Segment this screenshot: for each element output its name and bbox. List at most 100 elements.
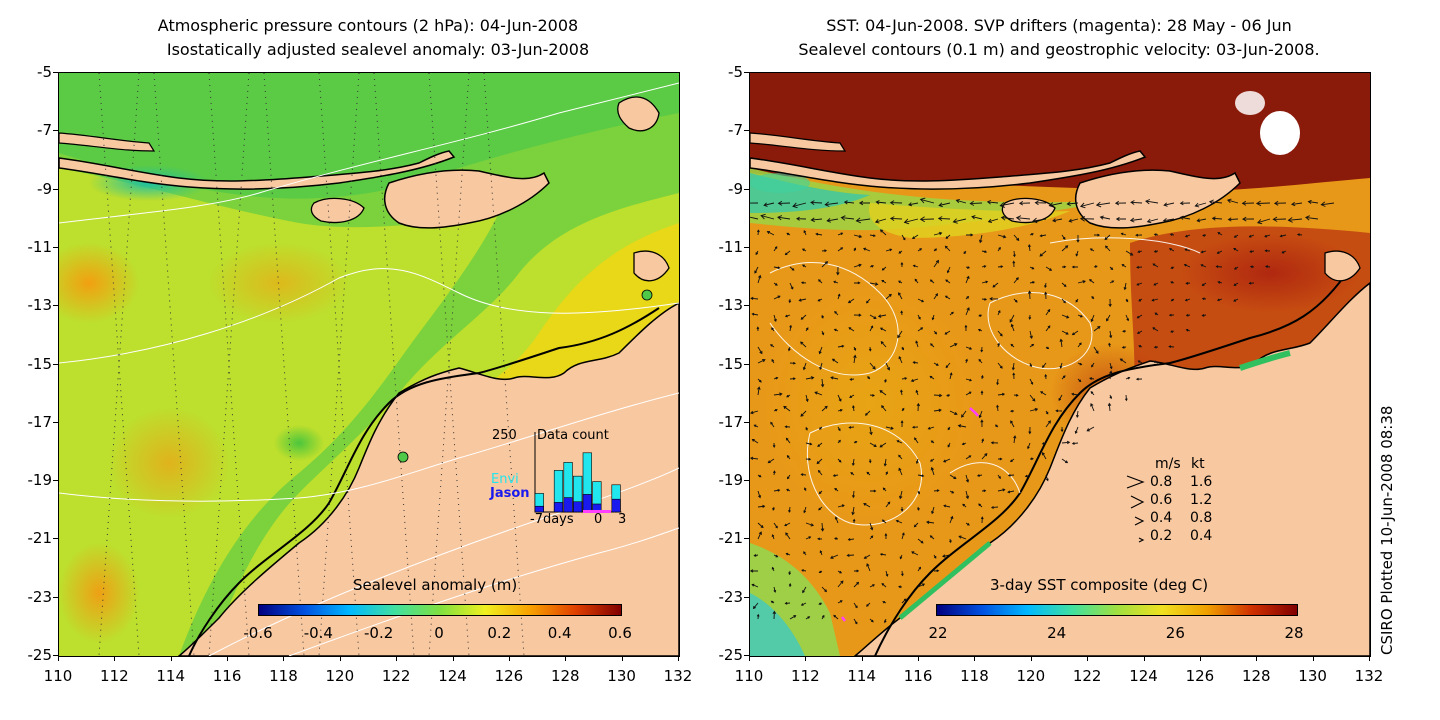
velocity-arrow [863, 502, 871, 508]
left-title-line2: Isostatically adjusted sealevel anomaly:… [166, 40, 590, 59]
velocity-arrow [826, 218, 839, 223]
left-lon-tick-label: 124 [438, 667, 467, 685]
velocity-arrow [866, 298, 871, 304]
velocity-arrow [1059, 362, 1063, 369]
nusa-tenggara-islands [59, 150, 456, 190]
velocity-arrow [1012, 260, 1016, 268]
velocity-arrow [1039, 250, 1047, 257]
sst-colorbar-tick: 22 [928, 624, 948, 642]
velocity-arrow [989, 297, 999, 301]
velocity-arrow [882, 487, 887, 492]
velocity-arrow [751, 312, 759, 316]
velocity-arrow [949, 490, 955, 494]
velocity-arrow [853, 313, 862, 317]
sumba-island [310, 197, 365, 224]
velocity-arrow [866, 563, 871, 572]
velocity-arrow [837, 458, 842, 463]
velocity-arrow [1169, 233, 1175, 236]
velocity-arrow [789, 615, 797, 620]
velocity-arrow [805, 327, 809, 332]
velocity-arrow [958, 535, 967, 540]
velocity-arrow [1032, 217, 1047, 224]
velocity-arrow [773, 295, 781, 300]
velocity-arrow [853, 602, 858, 609]
sst-cooler-offshore [760, 283, 980, 523]
left-lat-tick-label: -21 [27, 529, 53, 548]
velocity-arrow [965, 522, 970, 526]
velocity-row-2-kt: 1.2 [1190, 492, 1213, 508]
velocity-arrow [1028, 314, 1032, 320]
right-lat-tick-label: -23 [718, 587, 744, 606]
pressure-contour-3 [59, 82, 679, 224]
velocity-arrow [843, 200, 855, 205]
velocity-arrow [803, 229, 807, 236]
velocity-arrow [805, 522, 815, 527]
velocity-arrow [772, 610, 777, 620]
velocity-arrow [889, 216, 903, 221]
right-lon-tick-mark [1199, 656, 1201, 661]
coastal-fringe-2 [898, 541, 992, 620]
velocity-arrow [1029, 378, 1034, 385]
velocity-arrow [965, 358, 968, 364]
left-lon-tick-label: 128 [550, 667, 580, 685]
velocity-arrow [1061, 375, 1066, 380]
velocity-arrow [803, 487, 807, 492]
right-lon-tick-label: 126 [1185, 667, 1215, 685]
velocity-arrow [852, 405, 855, 412]
right-lat-tick-mark [744, 305, 749, 307]
velocity-arrow [834, 487, 839, 492]
velocity-arrow [1108, 342, 1111, 348]
inset-x-left: -7days [530, 512, 574, 527]
velocity-arrow [930, 440, 935, 444]
velocity-arrow [1029, 407, 1039, 412]
velocity-arrow [1109, 330, 1113, 339]
velocity-arrow [817, 442, 823, 447]
velocity-arrow [1233, 266, 1239, 270]
sumba-island [1001, 197, 1056, 224]
velocity-arrow [976, 474, 983, 477]
velocity-arrow [772, 506, 775, 511]
velocity-arrow [773, 554, 779, 558]
sealevel-colorbar-tick: -0.2 [364, 624, 394, 642]
cloud-patch-2 [1235, 91, 1265, 115]
velocity-arrow [767, 458, 775, 464]
velocity-arrow [885, 293, 892, 300]
velocity-arrow [785, 532, 791, 540]
velocity-arrow [1135, 377, 1143, 381]
velocity-arrow [997, 342, 1000, 348]
velocity-row-3-kt: 0.8 [1190, 510, 1213, 526]
velocity-arrow [803, 506, 807, 514]
velocity-arrow [769, 344, 775, 348]
velocity-arrow [820, 522, 825, 532]
velocity-arrow [773, 282, 778, 286]
velocity-arrow [773, 408, 778, 412]
velocity-arrow [965, 474, 970, 483]
velocity-arrow [1162, 217, 1175, 223]
velocity-arrow [750, 296, 759, 301]
velocity-arrow [1170, 281, 1175, 284]
velocity-arrow [1122, 329, 1127, 333]
right-lat-tick-mark [744, 480, 749, 482]
velocity-arrow [1013, 393, 1019, 397]
inset-count-max: 250 [492, 428, 517, 443]
velocity-arrow [969, 200, 983, 206]
sst-southwest-colder [750, 593, 805, 656]
velocity-arrow [1071, 392, 1079, 396]
velocity-arrow [1061, 314, 1070, 319]
velocity-arrow [1194, 202, 1207, 208]
right-lat-tick-mark [744, 655, 749, 656]
velocity-arrow [867, 376, 871, 380]
velocity-arrow [1136, 314, 1143, 319]
velocity-arrow [771, 566, 775, 572]
velocity-arrow [1136, 282, 1143, 286]
velocity-arrow [753, 554, 759, 557]
velocity-arrow [851, 506, 855, 516]
velocity-legend-header-kt: kt [1191, 456, 1205, 472]
velocity-arrow [879, 327, 887, 332]
velocity-arrow [1052, 218, 1063, 223]
velocity-arrow [881, 519, 887, 524]
velocity-arrow [851, 458, 855, 467]
velocity-arrow [853, 569, 860, 573]
velocity-arrow [771, 327, 775, 332]
velocity-arrow [1013, 435, 1017, 444]
